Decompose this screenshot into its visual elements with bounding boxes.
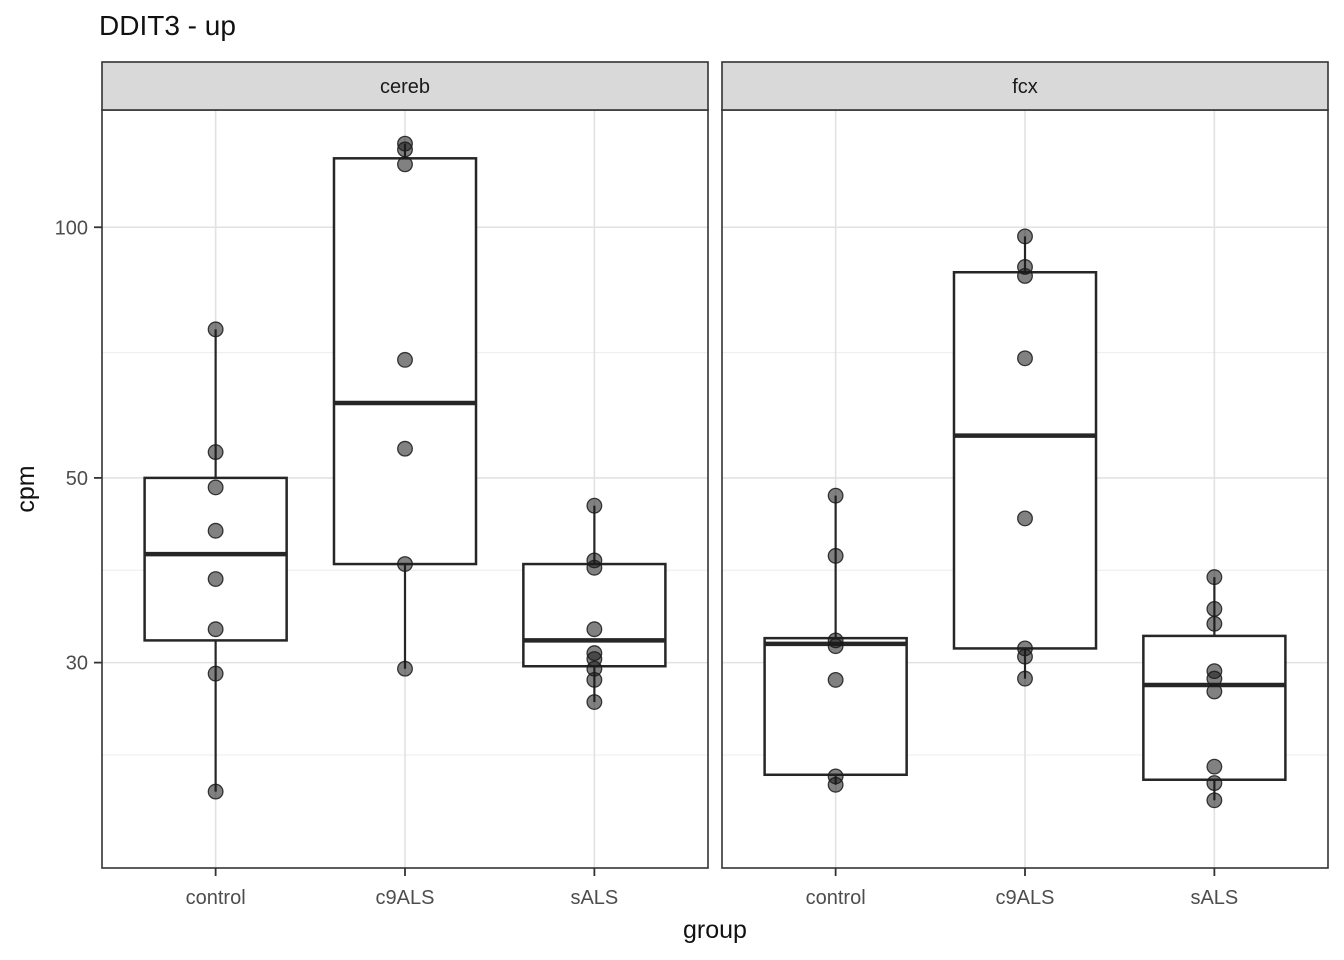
- data-point: [207, 444, 224, 461]
- data-point: [207, 522, 224, 539]
- data-point: [397, 440, 413, 457]
- x-tick-label: sALS: [1190, 887, 1238, 909]
- data-point: [827, 671, 844, 688]
- boxplot-cereb-sALS: [522, 497, 667, 711]
- y-axis-title: cpm: [12, 465, 40, 512]
- data-point: [207, 479, 224, 496]
- data-point: [397, 660, 413, 677]
- data-point: [1206, 615, 1223, 632]
- x-tick-label: c9ALS: [376, 887, 435, 909]
- data-point: [207, 783, 224, 800]
- data-point: [1017, 350, 1033, 367]
- data-point: [586, 559, 603, 576]
- data-point: [1206, 600, 1223, 617]
- x-axis-title: group: [683, 916, 747, 944]
- facet-strip-label: cereb: [380, 76, 430, 98]
- data-point: [397, 156, 413, 173]
- facet-panel-cereb: cereb control c9ALS sALS: [101, 61, 709, 909]
- data-point: [1206, 758, 1223, 775]
- data-point: [1017, 510, 1033, 527]
- box: [952, 270, 1098, 650]
- data-point: [586, 694, 603, 711]
- box: [1142, 634, 1287, 781]
- data-point: [827, 638, 844, 655]
- data-point: [397, 141, 413, 158]
- facet-strip: [721, 61, 1329, 111]
- data-point: [1017, 648, 1033, 665]
- data-point: [397, 556, 413, 573]
- x-tick-label: control: [186, 887, 246, 909]
- y-tick-label: 30: [66, 653, 88, 675]
- x-tick-label: control: [806, 887, 866, 909]
- data-point: [1206, 569, 1223, 586]
- data-point: [827, 487, 844, 504]
- data-point: [1206, 792, 1223, 809]
- data-point: [827, 547, 844, 564]
- facet-strip: [101, 61, 709, 111]
- data-point: [207, 665, 224, 682]
- boxplot-fcx-sALS: [1142, 569, 1287, 809]
- data-point: [397, 351, 413, 368]
- data-point: [207, 621, 224, 638]
- data-point: [1017, 670, 1033, 687]
- y-tick-label: 100: [55, 217, 88, 239]
- data-point: [827, 776, 844, 793]
- facet-strip-label: fcx: [1012, 76, 1038, 98]
- boxplot-fcx-control: [763, 487, 908, 793]
- data-point: [207, 321, 224, 338]
- boxplot-cereb-control: [143, 321, 288, 800]
- data-point: [1017, 228, 1033, 245]
- y-tick-label: 50: [66, 468, 88, 490]
- data-point: [586, 497, 603, 514]
- x-tick-label: c9ALS: [996, 887, 1055, 909]
- data-point: [207, 571, 224, 587]
- data-point: [586, 671, 603, 688]
- data-point: [586, 621, 603, 638]
- boxplot-cereb-c9ALS: [332, 135, 478, 677]
- box: [143, 476, 288, 642]
- boxplot-fcx-c9ALS: [952, 228, 1098, 687]
- data-point: [1206, 775, 1223, 792]
- data-point: [1017, 268, 1033, 284]
- data-point: [1206, 683, 1223, 700]
- plot-title: DDIT3 - up: [99, 10, 236, 41]
- x-tick-label: sALS: [570, 887, 618, 909]
- facet-panel-fcx: fcx control c9ALS sALS: [721, 61, 1329, 909]
- box: [763, 636, 908, 777]
